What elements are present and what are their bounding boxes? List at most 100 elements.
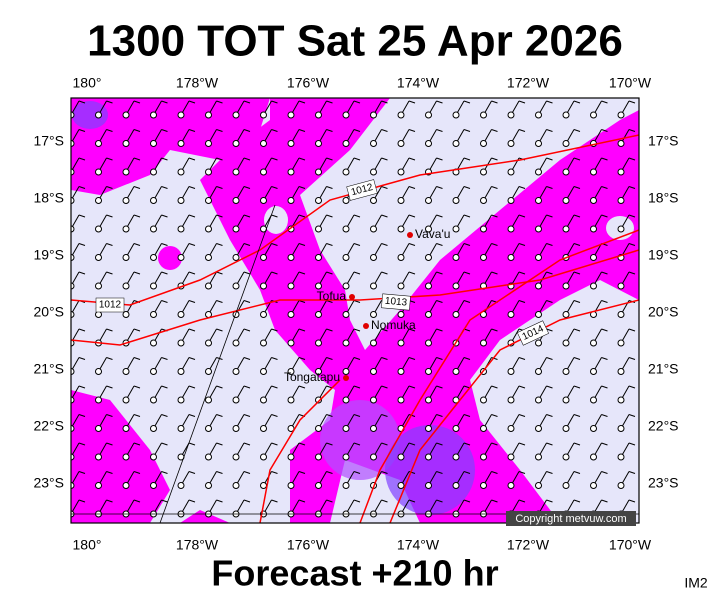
barb-feather bbox=[243, 328, 251, 332]
barb-station bbox=[617, 339, 625, 347]
barb-feather bbox=[271, 414, 278, 417]
longitude-label: 174°W bbox=[397, 537, 440, 553]
wind-barb bbox=[342, 442, 361, 461]
barb-station bbox=[95, 254, 102, 261]
isobar bbox=[389, 299, 639, 523]
wind-barb bbox=[122, 214, 141, 233]
wind-barb bbox=[177, 357, 196, 375]
barb-station bbox=[122, 396, 130, 404]
barb-feather bbox=[106, 271, 113, 275]
barb-feather bbox=[78, 414, 86, 417]
barb-station bbox=[397, 282, 405, 290]
wind-barb bbox=[287, 157, 306, 176]
barb-station bbox=[425, 311, 432, 318]
barb-station bbox=[562, 311, 570, 318]
longitude-label: 176°W bbox=[287, 75, 330, 91]
barb-feather bbox=[408, 214, 416, 218]
barb-feather bbox=[133, 414, 141, 417]
isobar-label: 1012 bbox=[346, 179, 378, 201]
wind-barb bbox=[260, 385, 278, 404]
barb-station bbox=[177, 339, 185, 347]
wind-barb bbox=[95, 186, 113, 204]
map-frame bbox=[70, 97, 640, 524]
barb-station bbox=[315, 140, 322, 147]
barb-feather bbox=[491, 471, 498, 474]
wind-barb bbox=[177, 385, 196, 404]
wind-barb bbox=[232, 471, 251, 489]
place-label: Tofua bbox=[317, 289, 347, 303]
wind-barb bbox=[480, 214, 498, 233]
barb-feather bbox=[326, 129, 333, 132]
barb-feather bbox=[628, 100, 636, 104]
wind-barb bbox=[452, 243, 471, 261]
wind-barb bbox=[177, 100, 196, 119]
barb-feather bbox=[408, 129, 416, 132]
barb-feather bbox=[271, 271, 278, 275]
barb-feather bbox=[188, 271, 196, 275]
barb-feather bbox=[298, 357, 306, 360]
wind-barb bbox=[205, 157, 223, 176]
barb-station bbox=[260, 453, 267, 461]
barb-feather bbox=[216, 186, 223, 189]
barb-feather bbox=[298, 243, 306, 246]
barb-feather bbox=[628, 186, 636, 189]
barb-station bbox=[425, 197, 432, 204]
barb-feather bbox=[381, 186, 388, 189]
barb-station bbox=[315, 111, 322, 119]
barb-station bbox=[177, 254, 185, 261]
wind-barb bbox=[260, 442, 278, 461]
wind-barb bbox=[452, 100, 471, 119]
barb-station bbox=[535, 425, 542, 432]
barb-station bbox=[260, 339, 267, 347]
wind-barb bbox=[535, 157, 553, 176]
wind-barb bbox=[342, 300, 361, 318]
barb-station bbox=[232, 140, 240, 147]
barb-station bbox=[232, 339, 240, 347]
barb-feather bbox=[546, 157, 553, 161]
barb-feather bbox=[408, 385, 416, 389]
latitude-label: 23°S bbox=[33, 475, 64, 491]
wind-barb bbox=[342, 471, 361, 489]
barb-feather bbox=[271, 129, 278, 132]
barb-station bbox=[177, 425, 185, 432]
barb-feather bbox=[573, 300, 581, 303]
barb-station bbox=[617, 140, 625, 147]
wind-barb bbox=[95, 214, 113, 233]
barb-station bbox=[507, 197, 515, 204]
barb-feather bbox=[133, 243, 141, 246]
barb-feather bbox=[573, 271, 581, 275]
wind-barb bbox=[425, 243, 443, 261]
barb-feather bbox=[326, 186, 333, 189]
barb-feather bbox=[463, 414, 471, 417]
wind-barb bbox=[562, 357, 581, 375]
barb-station bbox=[370, 168, 377, 176]
wind-barb bbox=[397, 328, 416, 347]
wind-barb bbox=[480, 129, 498, 147]
barb-feather bbox=[408, 442, 416, 446]
wind-barb bbox=[95, 357, 113, 375]
barb-station bbox=[260, 111, 267, 119]
barb-station bbox=[397, 111, 405, 119]
barb-station bbox=[535, 339, 542, 347]
barb-station bbox=[71, 111, 75, 119]
barb-station bbox=[535, 197, 542, 204]
barb-feather bbox=[518, 499, 526, 503]
wind-barb bbox=[397, 186, 416, 204]
wind-barb bbox=[260, 186, 278, 204]
barb-feather bbox=[188, 414, 196, 417]
isobar-label-box bbox=[346, 179, 378, 201]
wind-barb bbox=[370, 129, 388, 147]
barb-station bbox=[425, 111, 432, 119]
barb-feather bbox=[133, 214, 141, 218]
wind-barb bbox=[95, 129, 113, 147]
barb-feather bbox=[78, 186, 86, 189]
barb-station bbox=[535, 254, 542, 261]
wind-barb bbox=[425, 385, 443, 404]
wind-barb bbox=[232, 100, 251, 119]
barb-station bbox=[425, 453, 432, 461]
barb-feather bbox=[546, 186, 553, 189]
latitude-label: 18°S bbox=[33, 190, 64, 206]
barb-feather bbox=[546, 442, 553, 446]
barb-feather bbox=[216, 414, 223, 417]
rain-area bbox=[158, 246, 182, 270]
